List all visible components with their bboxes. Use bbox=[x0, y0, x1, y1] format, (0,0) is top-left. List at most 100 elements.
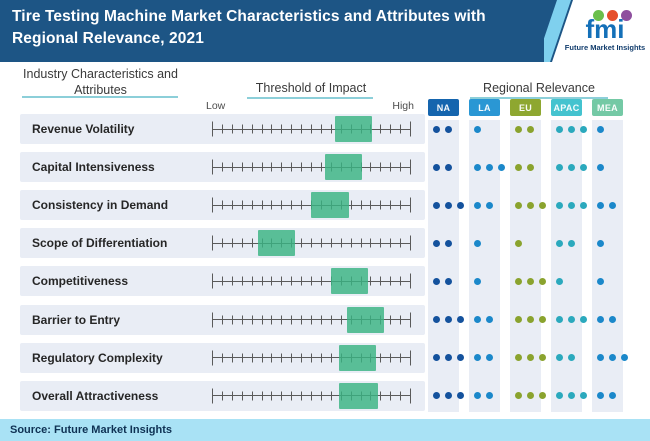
scale-tick bbox=[251, 353, 253, 363]
relevance-dot bbox=[556, 316, 563, 323]
scale-tick bbox=[271, 124, 273, 134]
relevance-dot bbox=[445, 125, 452, 133]
relevance-dot bbox=[556, 163, 563, 171]
impact-scale bbox=[212, 228, 411, 258]
relevance-dot bbox=[527, 354, 534, 362]
relevance-dot bbox=[474, 277, 481, 285]
scale-tick bbox=[380, 200, 382, 210]
logo-tagline: Future Market Insights bbox=[564, 43, 646, 53]
relevance-dot bbox=[474, 392, 481, 400]
relevance-dots bbox=[433, 392, 464, 400]
scale-tick bbox=[360, 200, 362, 210]
scale-tick bbox=[320, 124, 322, 134]
scale-tick bbox=[291, 124, 293, 134]
scale-tick bbox=[281, 353, 283, 363]
scale-tick bbox=[221, 238, 223, 248]
relevance-dots bbox=[597, 392, 616, 400]
attribute-label: Barrier to Entry bbox=[32, 312, 121, 327]
region-column-na bbox=[428, 120, 464, 412]
relevance-dots bbox=[433, 163, 452, 171]
relevance-dot bbox=[580, 163, 587, 171]
relevance-dot bbox=[515, 125, 522, 133]
scale-tick bbox=[390, 200, 392, 210]
attribute-label: Consistency in Demand bbox=[32, 198, 169, 213]
scale-tick bbox=[400, 162, 402, 172]
scale-tick bbox=[301, 276, 303, 286]
scale-tick bbox=[212, 312, 213, 327]
relevance-dot bbox=[474, 316, 481, 323]
relevance-dot bbox=[580, 201, 587, 209]
relevance-dots bbox=[515, 392, 546, 400]
scale-tick bbox=[311, 162, 312, 172]
scale-tick bbox=[350, 200, 352, 210]
relevance-dot bbox=[486, 316, 493, 323]
relevance-dots bbox=[474, 163, 505, 171]
relevance-dot bbox=[580, 316, 587, 323]
scale-tick bbox=[380, 353, 382, 363]
relevance-dot bbox=[457, 392, 464, 400]
attribute-label: Competitiveness bbox=[32, 274, 129, 289]
fmi-logo: fmi Future Market Insights bbox=[544, 0, 650, 62]
relevance-dot bbox=[474, 201, 481, 209]
relevance-dots bbox=[556, 277, 563, 285]
relevance-dot bbox=[433, 201, 440, 209]
scale-tick bbox=[291, 162, 293, 172]
region-column-eu bbox=[510, 120, 546, 412]
relevance-dots bbox=[515, 125, 534, 133]
scale-tick bbox=[251, 162, 253, 172]
scale-tick bbox=[241, 200, 243, 210]
relevance-dot bbox=[486, 163, 493, 171]
relevance-dot bbox=[597, 125, 604, 133]
regional-column-header: Regional Relevance bbox=[483, 81, 595, 95]
impact-scale bbox=[212, 305, 411, 335]
scale-tick bbox=[221, 391, 223, 401]
relevance-dot bbox=[527, 316, 534, 323]
impact-scale bbox=[212, 114, 411, 144]
impact-range-box bbox=[338, 344, 377, 371]
scale-tick bbox=[251, 238, 253, 248]
relevance-dots bbox=[597, 277, 604, 285]
attribute-row: Scope of Differentiation bbox=[20, 228, 425, 259]
impact-range-box bbox=[324, 154, 363, 181]
scale-tick bbox=[360, 238, 362, 248]
scale-tick bbox=[212, 159, 213, 175]
relevance-dot bbox=[445, 163, 452, 171]
scale-tick bbox=[330, 238, 332, 248]
scale-low-label: Low bbox=[206, 100, 226, 112]
scale-tick bbox=[231, 238, 233, 248]
scale-tick bbox=[281, 124, 283, 134]
scale-tick bbox=[291, 200, 293, 210]
scale-tick bbox=[241, 162, 243, 172]
attribute-row: Capital Intensiveness bbox=[20, 152, 425, 183]
relevance-dot bbox=[539, 316, 546, 323]
scale-tick bbox=[281, 200, 283, 210]
relevance-dot bbox=[580, 125, 587, 133]
scale-tick bbox=[241, 315, 243, 324]
relevance-dots bbox=[474, 392, 493, 400]
scale-tick bbox=[221, 200, 223, 210]
impact-scale bbox=[212, 266, 411, 296]
scale-tick bbox=[291, 391, 293, 401]
relevance-dot bbox=[515, 354, 522, 362]
relevance-dot bbox=[597, 316, 604, 323]
scale-tick bbox=[390, 353, 392, 363]
scale-tick bbox=[320, 276, 322, 286]
scale-tick bbox=[251, 124, 253, 134]
scale-tick bbox=[390, 276, 392, 286]
scale-tick bbox=[291, 353, 293, 363]
relevance-dots bbox=[474, 239, 481, 247]
relevance-dots bbox=[556, 392, 587, 400]
relevance-dots bbox=[597, 316, 616, 323]
relevance-dot bbox=[433, 277, 440, 285]
relevance-dot bbox=[527, 277, 534, 285]
relevance-dots bbox=[515, 163, 534, 171]
scale-tick bbox=[271, 315, 273, 324]
relevance-dot bbox=[457, 201, 464, 209]
relevance-dot bbox=[486, 392, 493, 400]
attribute-row: Consistency in Demand bbox=[20, 190, 425, 221]
regional-header-underline bbox=[470, 97, 608, 99]
scale-tick bbox=[221, 162, 223, 172]
scale-tick bbox=[251, 276, 253, 286]
relevance-dot bbox=[597, 239, 604, 247]
relevance-dot bbox=[457, 354, 464, 362]
